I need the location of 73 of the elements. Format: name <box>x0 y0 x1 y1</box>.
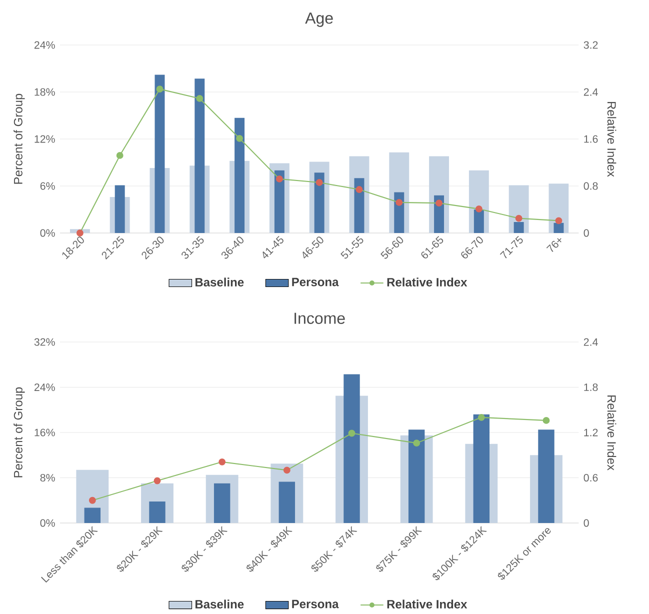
y2-tick-label: 1.8 <box>584 383 598 392</box>
y2-tick-label: 1.2 <box>584 428 598 436</box>
point <box>154 477 161 484</box>
y2-axis-title: Relative Index <box>607 102 616 177</box>
bar <box>274 170 284 234</box>
y-tick-label: 8% <box>40 474 55 482</box>
bar <box>84 508 101 524</box>
y2-tick-label: 0 <box>584 519 589 527</box>
point <box>356 186 363 193</box>
bar <box>154 74 165 234</box>
bar <box>474 210 484 234</box>
x-tick-label: 76+ <box>546 238 562 252</box>
bar <box>314 172 324 234</box>
y2-tick-label: 3.2 <box>584 41 598 49</box>
legend-label: Persona <box>292 278 339 286</box>
y-axis-title: Percent of Group <box>14 94 25 184</box>
y2-tick-label: 0.6 <box>584 474 598 482</box>
y-tick-label: 32% <box>34 338 55 346</box>
chart-title: Age <box>305 12 333 27</box>
chart-title: Income <box>294 312 345 324</box>
bar <box>394 192 404 234</box>
point <box>156 86 164 93</box>
point <box>316 179 323 186</box>
y2-tick-label: 2.4 <box>584 88 598 96</box>
point <box>88 496 96 504</box>
y-tick-label: 0% <box>40 229 55 237</box>
y-tick-label: 0% <box>40 519 55 527</box>
point <box>348 430 356 437</box>
point <box>276 175 283 182</box>
legend-label: Persona <box>292 600 339 608</box>
bar <box>114 185 125 234</box>
y2-tick-label: 2.4 <box>584 338 598 346</box>
bar <box>354 178 364 234</box>
y-tick-label: 16% <box>34 428 55 436</box>
y2-tick-label: 0 <box>584 229 589 237</box>
point <box>116 152 124 159</box>
y-tick-label: 18% <box>34 88 55 96</box>
y-tick-label: 24% <box>34 384 55 392</box>
point <box>283 466 290 474</box>
bar <box>473 414 490 524</box>
y2-tick-label: 1.6 <box>584 135 598 143</box>
bar <box>538 430 554 524</box>
legend-label: Baseline <box>196 600 244 608</box>
legend-label: Baseline <box>196 278 244 286</box>
point <box>555 217 562 224</box>
y2-tick-label: 0.8 <box>584 182 598 190</box>
bar <box>149 502 166 524</box>
point <box>515 214 522 222</box>
legend-label: Relative Index <box>387 600 468 608</box>
point <box>76 230 84 236</box>
bar <box>344 374 360 524</box>
point <box>436 200 442 207</box>
bar <box>408 430 425 524</box>
y-axis-title: Percent of Group <box>14 387 25 478</box>
y-tick-label: 12% <box>34 135 55 143</box>
point <box>196 95 204 102</box>
point <box>542 416 550 424</box>
point <box>475 205 482 212</box>
y-tick-label: 6% <box>40 182 55 190</box>
bar <box>278 482 296 524</box>
bar <box>194 78 205 234</box>
point <box>396 198 403 206</box>
bar <box>514 222 524 234</box>
point <box>236 134 244 142</box>
y-tick-label: 24% <box>34 41 55 49</box>
y2-axis-title: Relative Index <box>607 395 616 470</box>
point <box>413 440 420 447</box>
bar <box>554 222 564 234</box>
bar <box>214 483 230 524</box>
bar <box>234 118 245 234</box>
legend-label: Relative Index <box>387 278 468 286</box>
point <box>478 414 485 421</box>
point <box>218 458 226 466</box>
